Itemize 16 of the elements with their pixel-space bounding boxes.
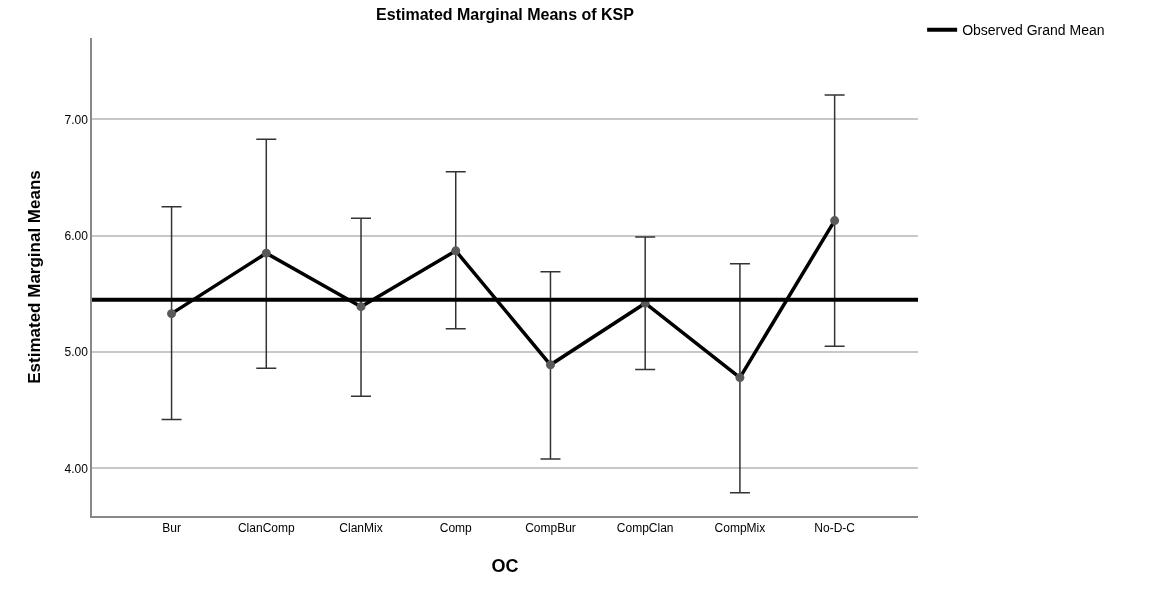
- y-tick-label: 7.00: [64, 112, 89, 127]
- x-axis-title: OC: [491, 555, 519, 576]
- x-tick-label: No-D-C: [814, 521, 856, 536]
- y-axis-title: Estimated Marginal Means: [24, 170, 44, 384]
- y-tick-label: 6.00: [64, 228, 89, 243]
- x-tick-label: Bur: [162, 521, 181, 536]
- x-tick-label: ClanMix: [339, 521, 383, 536]
- x-tick-label: Comp: [439, 521, 473, 536]
- x-tick-label: CompMix: [714, 521, 766, 536]
- chart-title: Estimated Marginal Means of KSP: [376, 6, 635, 24]
- y-tick-label: 4.00: [64, 461, 89, 476]
- y-tick-label: 5.00: [64, 345, 89, 360]
- x-tick-label: CompBur: [525, 521, 576, 536]
- x-tick-label: ClanComp: [237, 521, 295, 536]
- x-tick-label: CompClan: [616, 521, 674, 536]
- legend-label: Observed Grand Mean: [962, 22, 1105, 39]
